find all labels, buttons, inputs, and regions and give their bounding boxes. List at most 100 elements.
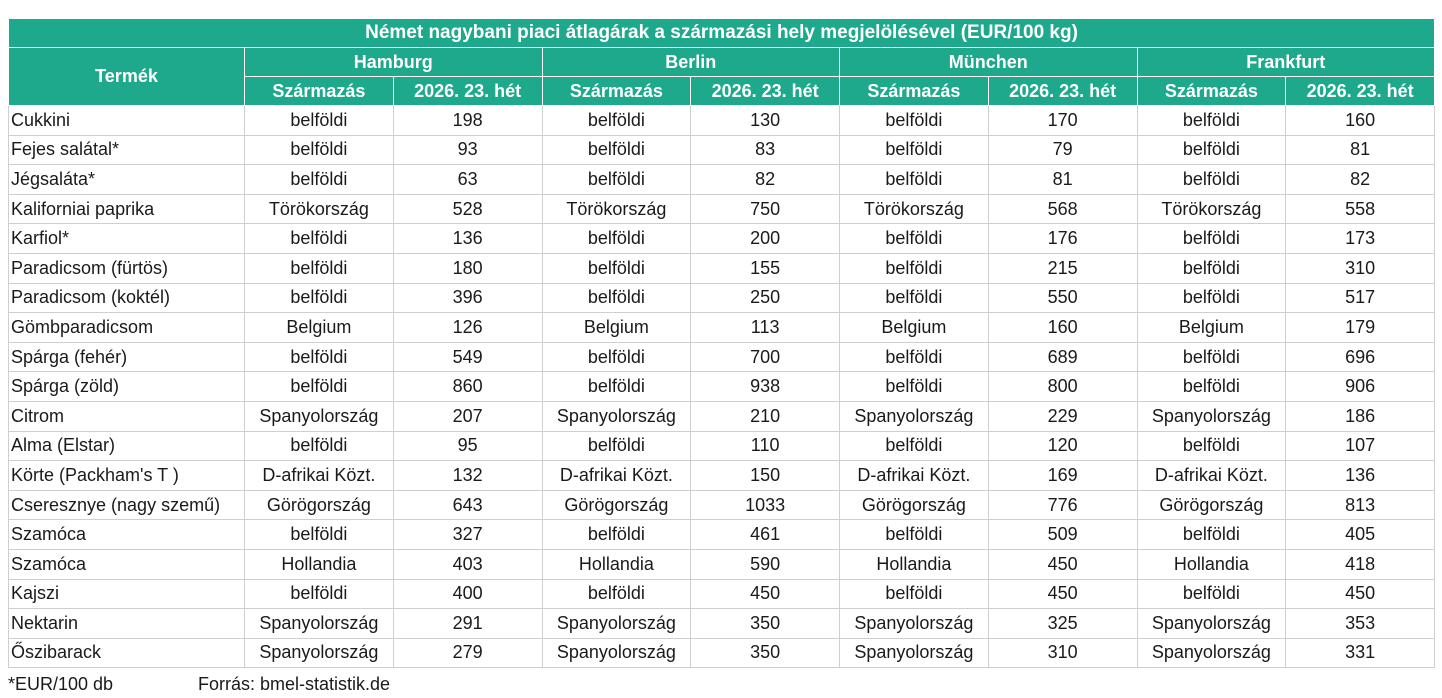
price-cell: 83 <box>690 134 840 166</box>
origin-cell: belföldi <box>839 371 989 402</box>
data-row: Körte (Packham's T ) D-afrikai Közt. 132 D-… <box>8 460 1436 491</box>
price-cell: 450 <box>690 578 840 610</box>
origin-cell: belföldi <box>244 223 394 254</box>
data-row: Kaliforniai paprika Törökország 528 Törökor… <box>8 193 1436 225</box>
origin-cell: Görögország <box>244 489 394 521</box>
price-cell: 186 <box>1285 400 1436 432</box>
subheader: Származás <box>244 76 394 106</box>
origin-cell: Görögország <box>1136 489 1287 521</box>
price-cell: 82 <box>1285 164 1436 195</box>
origin-cell: belföldi <box>839 341 989 373</box>
price-cell: 331 <box>1285 637 1436 669</box>
data-row: Paradicsom (fürtös) belföldi 180 belföldi 15… <box>8 252 1436 284</box>
product-cell: Spárga (fehér) <box>8 341 245 373</box>
data-row: Citrom Spanyolország 207 Spanyolország 210 Sp… <box>8 400 1436 432</box>
price-cell: 800 <box>987 371 1138 402</box>
price-cell: 150 <box>690 460 840 491</box>
price-cell: 179 <box>1285 312 1436 343</box>
data-row: Szamóca belföldi 327 belföldi 461 belföldi 509… <box>8 519 1436 550</box>
price-cell: 81 <box>1285 134 1436 166</box>
origin-cell: Belgium <box>244 312 394 343</box>
origin-cell: Belgium <box>541 312 692 343</box>
price-cell: 750 <box>690 193 840 225</box>
price-cell: 200 <box>690 223 840 254</box>
price-cell: 938 <box>690 371 840 402</box>
origin-cell: belföldi <box>1136 252 1287 284</box>
data-row: Kajszi belföldi 400 belföldi 450 belföldi 450 b… <box>8 578 1436 610</box>
origin-cell: belföldi <box>244 578 394 610</box>
price-cell: 550 <box>987 282 1138 314</box>
origin-cell: Spanyolország <box>541 637 692 669</box>
price-cell: 813 <box>1285 489 1436 521</box>
subheader: Származás <box>839 76 989 106</box>
price-cell: 207 <box>392 400 543 432</box>
price-cell: 860 <box>392 371 543 402</box>
subheader: 2026. 23. hét <box>690 76 840 106</box>
origin-cell: belföldi <box>839 252 989 284</box>
price-cell: 250 <box>690 282 840 314</box>
origin-cell: belföldi <box>244 282 394 314</box>
product-cell: Kajszi <box>8 578 245 610</box>
data-row: Gömbparadicsom Belgium 126 Belgium 113 Belgiu… <box>8 312 1436 343</box>
origin-cell: Spanyolország <box>839 608 989 639</box>
origin-cell: belföldi <box>1136 223 1287 254</box>
price-cell: 160 <box>1285 105 1436 136</box>
source: Forrás: bmel-statistik.de <box>198 674 391 694</box>
origin-cell: belföldi <box>839 223 989 254</box>
city-header: Hamburg <box>244 47 543 77</box>
product-header: Termék <box>8 47 245 106</box>
table-title: Német nagybani piaci átlagárak a származ… <box>7 18 1436 48</box>
origin-cell: Hollandia <box>839 548 989 580</box>
price-cell: 291 <box>392 608 543 639</box>
origin-cell: Törökország <box>839 193 989 225</box>
price-cell: 450 <box>987 578 1138 610</box>
origin-cell: D-afrikai Közt. <box>839 460 989 491</box>
origin-cell: belföldi <box>541 282 692 314</box>
origin-cell: Spanyolország <box>1136 637 1287 669</box>
data-row: Spárga (fehér) belföldi 549 belföldi 700 belf… <box>8 341 1436 373</box>
origin-cell: D-afrikai Közt. <box>541 460 692 491</box>
data-row: Karfiol* belföldi 136 belföldi 200 belföldi 17… <box>8 223 1436 254</box>
price-cell: 81 <box>987 164 1138 195</box>
price-cell: 568 <box>987 193 1138 225</box>
price-cell: 229 <box>987 400 1138 432</box>
origin-cell: Görögország <box>541 489 692 521</box>
price-cell: 353 <box>1285 608 1436 639</box>
origin-cell: belföldi <box>541 252 692 284</box>
price-cell: 325 <box>987 608 1138 639</box>
price-cell: 450 <box>1285 578 1436 610</box>
product-cell: Citrom <box>8 400 245 432</box>
price-cell: 310 <box>1285 252 1436 284</box>
price-cell: 906 <box>1285 371 1436 402</box>
origin-cell: belföldi <box>244 105 394 136</box>
price-cell: 310 <box>987 637 1138 669</box>
price-cell: 120 <box>987 430 1138 462</box>
title-row: Német nagybani piaci átlagárak a származ… <box>7 18 1436 48</box>
price-cell: 689 <box>987 341 1138 373</box>
price-cell: 176 <box>987 223 1138 254</box>
price-cell: 198 <box>392 105 543 136</box>
origin-cell: belföldi <box>244 341 394 373</box>
product-cell: Gömbparadicsom <box>8 312 245 343</box>
price-cell: 169 <box>987 460 1138 491</box>
price-cell: 558 <box>1285 193 1436 225</box>
origin-cell: belföldi <box>541 223 692 254</box>
price-cell: 126 <box>392 312 543 343</box>
origin-cell: belföldi <box>244 430 394 462</box>
origin-cell: belföldi <box>1136 282 1287 314</box>
origin-cell: Spanyolország <box>1136 400 1287 432</box>
price-cell: 110 <box>690 430 840 462</box>
product-cell: Karfiol* <box>8 223 245 254</box>
origin-cell: Törökország <box>244 193 394 225</box>
price-cell: 95 <box>392 430 543 462</box>
origin-cell: belföldi <box>839 105 989 136</box>
data-row: Alma (Elstar) belföldi 95 belföldi 110 belföl… <box>8 430 1436 462</box>
price-cell: 776 <box>987 489 1138 521</box>
price-cell: 132 <box>392 460 543 491</box>
city-header: Berlin <box>541 47 840 77</box>
origin-cell: belföldi <box>244 519 394 550</box>
origin-cell: belföldi <box>541 341 692 373</box>
origin-cell: belföldi <box>244 134 394 166</box>
product-cell: Fejes salátal* <box>8 134 245 166</box>
